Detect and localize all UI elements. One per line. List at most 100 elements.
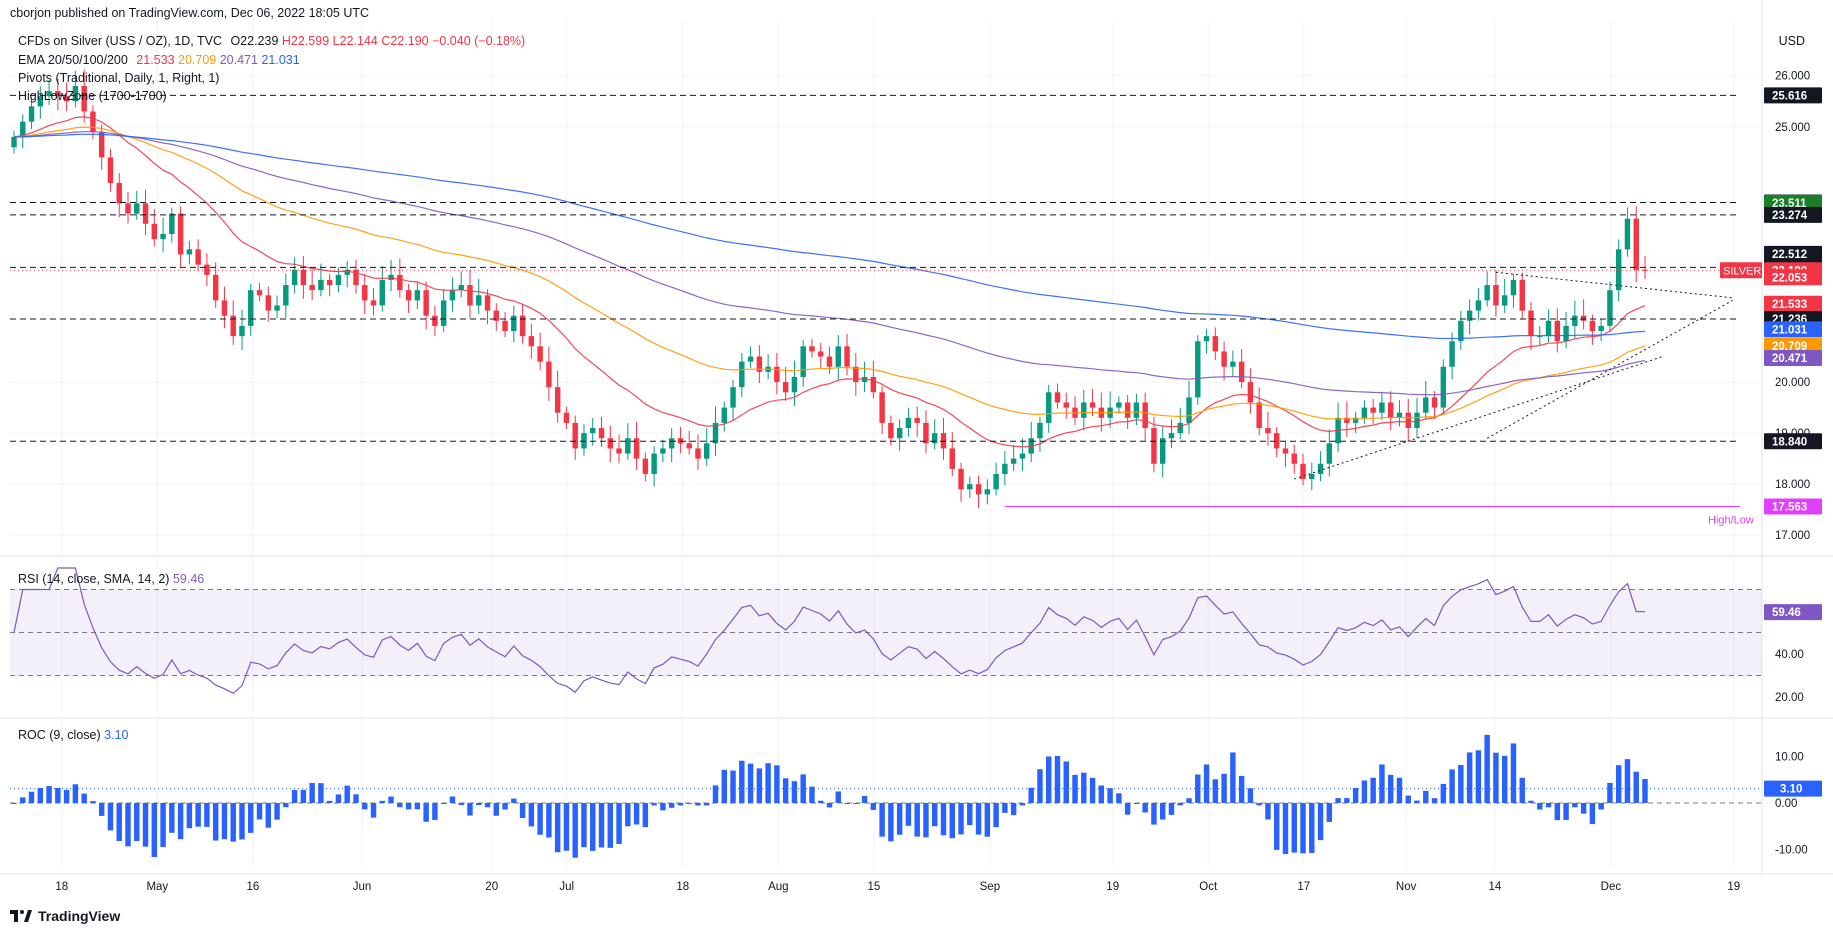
- candle-body: [800, 346, 806, 377]
- roc-bar: [1344, 798, 1350, 803]
- roc-bar: [160, 802, 166, 848]
- roc-bar: [1440, 783, 1447, 803]
- roc-bar: [1387, 774, 1394, 803]
- roc-bar: [870, 802, 877, 810]
- candle-body: [1484, 285, 1490, 301]
- roc-value-text: 3.10: [1780, 784, 1802, 796]
- tradingview-logo[interactable]: TradingView: [10, 908, 120, 924]
- roc-bar: [730, 770, 736, 803]
- roc-bar: [1414, 800, 1420, 803]
- candle-body: [572, 422, 578, 449]
- roc-bar: [1116, 793, 1122, 803]
- roc-bar: [388, 796, 394, 803]
- roc-bar: [519, 802, 526, 819]
- candle-body: [712, 422, 719, 444]
- ema-label: EMA 20/50/100/200: [18, 53, 128, 67]
- rsi-legend-value: 59.46: [172, 572, 205, 586]
- roc-bar: [1458, 765, 1464, 803]
- candle-body: [1177, 422, 1183, 434]
- candle-body: [1475, 300, 1482, 311]
- price-label-text: 20.471: [1772, 353, 1808, 365]
- candle-body: [1195, 341, 1201, 398]
- roc-bar: [739, 760, 745, 803]
- candle-body: [1002, 463, 1008, 474]
- candle-body: [98, 131, 105, 158]
- roc-legend[interactable]: ROC (9, close) 3.10: [18, 728, 128, 742]
- ohlc-high: H22.599: [281, 34, 330, 48]
- roc-bar: [1212, 779, 1219, 803]
- time-tick-label: 18: [676, 881, 689, 893]
- publisher-line: cborjon published on TradingView.com, De…: [10, 6, 370, 20]
- roc-bar: [1238, 775, 1245, 803]
- roc-bar: [151, 802, 158, 857]
- roc-bar: [581, 802, 587, 848]
- rsi-legend[interactable]: RSI (14, close, SMA, 14, 2) 59.46: [18, 572, 204, 586]
- roc-bar: [370, 802, 377, 818]
- roc-bar: [379, 800, 386, 803]
- roc-bar: [1572, 802, 1578, 808]
- roc-bar: [265, 802, 272, 828]
- roc-bar: [335, 794, 342, 803]
- roc-bar: [1598, 802, 1604, 810]
- candle-body: [1037, 422, 1043, 439]
- time-tick-label: 14: [1488, 881, 1501, 893]
- candle-body: [932, 433, 938, 444]
- candle-body: [362, 285, 368, 301]
- candle-body: [1265, 428, 1271, 434]
- pivots-legend[interactable]: Pivots (Traditional, Daily, 1, Right, 1): [18, 71, 220, 85]
- candle-body: [1273, 433, 1280, 449]
- candle-body: [835, 346, 841, 367]
- roc-bar: [756, 768, 763, 803]
- roc-bar: [353, 794, 359, 803]
- highlow-legend[interactable]: HighLowZone (1700-1700): [18, 89, 167, 103]
- roc-bar: [607, 802, 613, 848]
- candle-body: [476, 295, 482, 306]
- candle-body: [20, 121, 26, 138]
- roc-bar: [1098, 785, 1105, 803]
- roc-bar: [1501, 755, 1508, 803]
- highlow-tag: High/Low: [1708, 514, 1754, 526]
- roc-bar: [423, 802, 429, 822]
- candle-body: [90, 111, 96, 132]
- ema-legend[interactable]: EMA 20/50/100/200 21.533 20.709 20.471 2…: [18, 53, 300, 67]
- roc-bar: [458, 802, 464, 806]
- roc-bars-group: [11, 734, 1648, 858]
- candle-body: [984, 489, 991, 495]
- roc-bar: [1484, 734, 1490, 803]
- roc-bar: [230, 802, 236, 842]
- candle-body: [1466, 310, 1473, 321]
- candle-body: [151, 223, 158, 240]
- roc-bar: [1054, 755, 1061, 803]
- roc-bar: [1423, 790, 1429, 803]
- candle-body: [598, 428, 605, 439]
- roc-bar: [572, 802, 578, 858]
- roc-bar: [818, 800, 824, 803]
- price-label-badge: [1764, 498, 1822, 515]
- candle-body: [248, 290, 254, 326]
- candle-body: [309, 285, 315, 291]
- candle-body: [607, 438, 613, 449]
- candle-body: [256, 290, 263, 296]
- rsi-value-text: 59.46: [1772, 607, 1801, 619]
- candle-body: [300, 269, 307, 286]
- price-label-text: 22.053: [1772, 272, 1807, 284]
- candle-body: [1440, 366, 1447, 408]
- candle-body: [809, 346, 815, 352]
- candle-body: [1449, 341, 1455, 367]
- candle-body: [590, 428, 596, 434]
- roc-bar: [432, 802, 438, 820]
- roc-bar: [563, 802, 570, 851]
- candle-body: [1633, 218, 1639, 270]
- roc-bar: [142, 802, 149, 847]
- roc-bar: [502, 802, 508, 810]
- candle-body: [1256, 402, 1262, 429]
- roc-bar: [1580, 802, 1587, 814]
- roc-bar: [1326, 802, 1333, 822]
- roc-bar: [747, 763, 754, 803]
- candle-body: [1054, 392, 1061, 403]
- price-label-badge: [1764, 295, 1822, 312]
- candle-body: [1133, 402, 1140, 418]
- roc-bar: [888, 802, 894, 842]
- roc-bar: [1615, 765, 1622, 803]
